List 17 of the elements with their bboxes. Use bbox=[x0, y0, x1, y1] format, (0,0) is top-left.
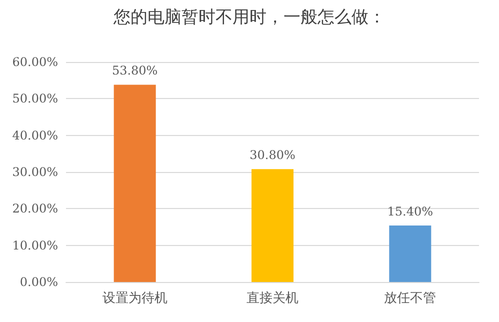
x-tick-label: 直接关机 bbox=[246, 291, 298, 306]
y-tick-label: 20.00% bbox=[12, 202, 58, 216]
data-label: 15.40% bbox=[387, 204, 434, 219]
y-tick-label: 30.00% bbox=[12, 165, 58, 179]
chart-title: 您的电脑暂时不用时，一般怎么做： bbox=[112, 8, 386, 28]
y-tick-label: 10.00% bbox=[12, 238, 58, 252]
x-tick-label: 设置为待机 bbox=[102, 291, 168, 306]
data-label: 53.80% bbox=[112, 64, 158, 78]
bar bbox=[114, 84, 156, 282]
bar bbox=[252, 169, 294, 282]
x-tick-label: 放任不管 bbox=[384, 291, 436, 306]
y-tick-label: 60.00% bbox=[12, 55, 58, 69]
y-tick-label: 0.00% bbox=[20, 275, 58, 289]
bar bbox=[389, 226, 432, 282]
y-tick-label: 50.00% bbox=[12, 92, 58, 106]
data-label: 30.80% bbox=[250, 148, 296, 162]
y-tick-label: 40.00% bbox=[12, 128, 58, 142]
